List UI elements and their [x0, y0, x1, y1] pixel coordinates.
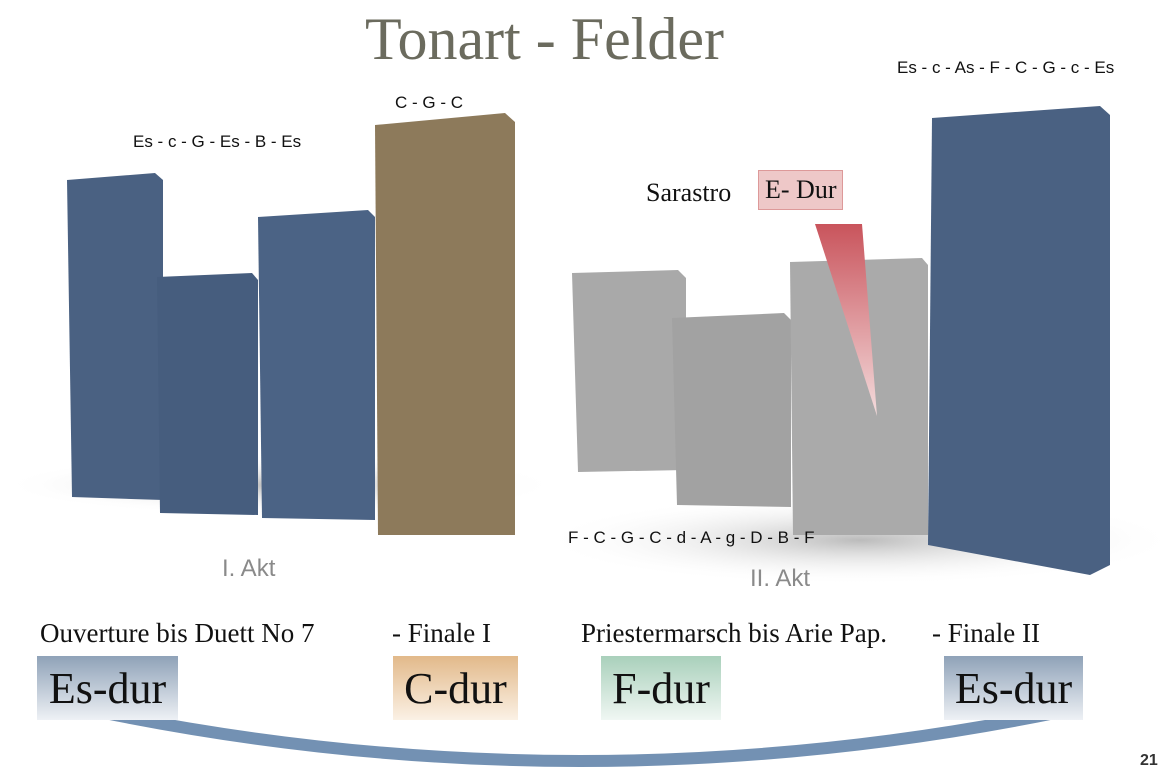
caption: - Finale I [392, 618, 491, 649]
slide: Tonart - Felder Es - c - G - Es - B - Es… [0, 0, 1172, 778]
block [572, 270, 686, 472]
block-label: Es - c - As - F - C - G - c - Es [897, 58, 1114, 78]
arc [100, 712, 1060, 761]
caption: Priestermarsch bis Arie Pap. [581, 618, 887, 649]
page-number: 21 [1140, 752, 1158, 770]
act-label: I. Akt [222, 555, 275, 583]
key-box: Es-dur [944, 656, 1083, 720]
block [928, 106, 1110, 575]
key-box: F-dur [601, 656, 721, 720]
key-box: C-dur [393, 656, 518, 720]
title: Tonart - Felder [365, 5, 724, 74]
block [67, 173, 163, 500]
act1-blocks [67, 113, 515, 535]
callout-label: Sarastro [646, 178, 731, 208]
block [258, 210, 375, 520]
caption: Ouverture bis Duett No 7 [40, 618, 314, 649]
caption: - Finale II [932, 618, 1040, 649]
callout-key: E- Dur [758, 170, 843, 210]
block [672, 313, 791, 507]
block [157, 273, 258, 515]
block-label: C - G - C [395, 93, 463, 113]
block [375, 113, 515, 535]
act-label: II. Akt [750, 565, 810, 593]
block-label: F - C - G - C - d - A - g - D - B - F [568, 528, 815, 548]
key-box: Es-dur [37, 656, 178, 720]
block-label: Es - c - G - Es - B - Es [133, 132, 301, 152]
